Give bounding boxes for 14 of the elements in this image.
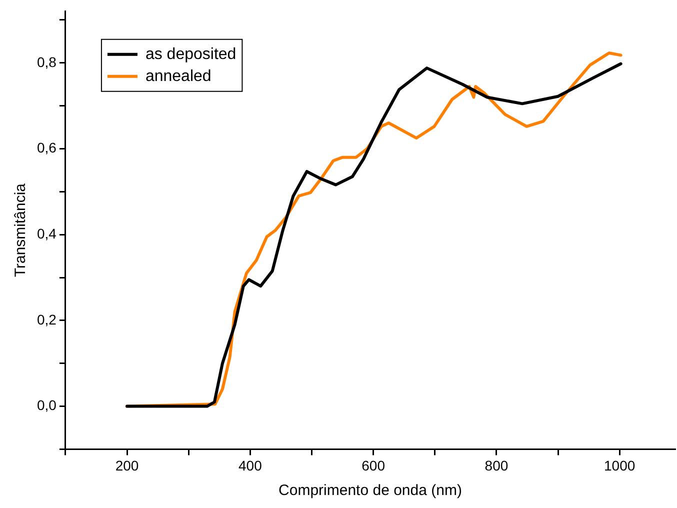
legend-label: annealed xyxy=(145,68,212,85)
legend-label: as deposited xyxy=(145,46,236,63)
y-tick-label: 0,2 xyxy=(36,311,57,328)
y-tick-label: 0,0 xyxy=(36,397,57,414)
x-axis-title: Comprimento de onda (nm) xyxy=(278,482,462,500)
y-tick-label: 0,4 xyxy=(36,225,57,242)
y-axis-title: Transmitância xyxy=(12,182,30,278)
x-tick-label: 200 xyxy=(115,457,139,474)
x-tick-label: 400 xyxy=(238,457,262,474)
y-tick-label: 0,8 xyxy=(36,54,57,70)
x-tick-label: 1000 xyxy=(604,457,636,474)
x-tick-label: 600 xyxy=(362,457,386,474)
y-tick-label: 0,6 xyxy=(36,140,57,156)
x-tick-label: 800 xyxy=(484,457,508,474)
